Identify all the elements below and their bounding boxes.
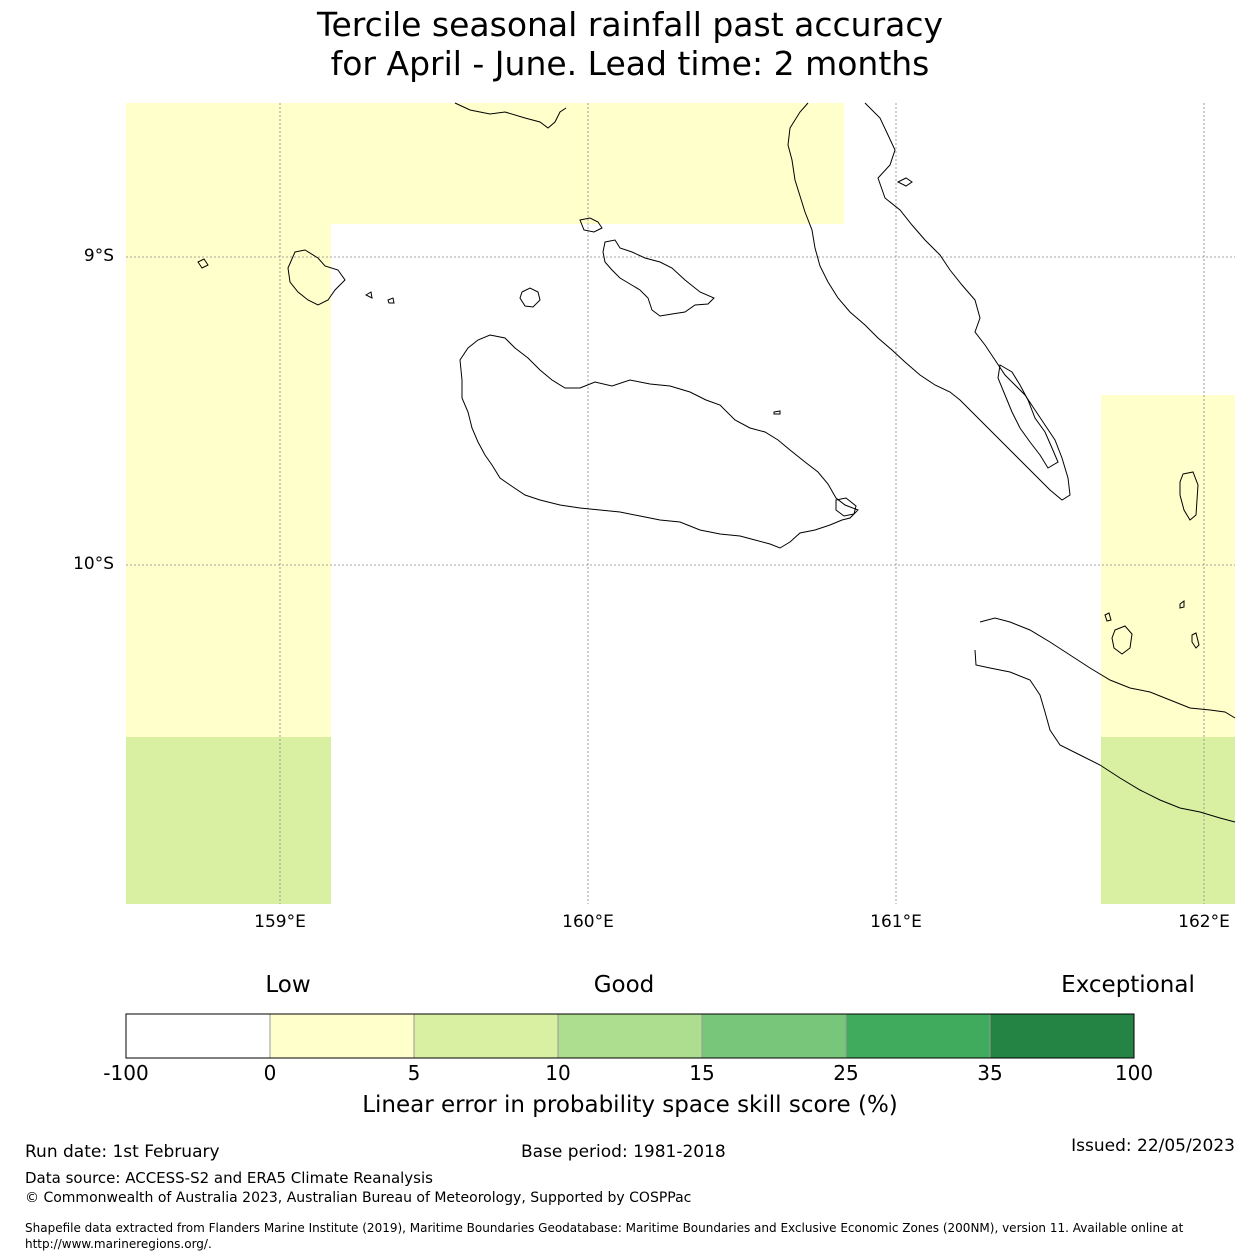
- savo-island-coast: [519, 287, 541, 308]
- islet-ne: [896, 177, 913, 187]
- cell-low-left: [126, 224, 331, 737]
- islet-se-2: [1104, 612, 1112, 622]
- islet-west: [197, 258, 209, 269]
- map-title-line-1: Tercile seasonal rainfall past accuracy: [316, 5, 944, 44]
- malaita-coast: [787, 102, 1071, 501]
- colorbar-tick-label: 35: [977, 1061, 1003, 1085]
- islet-mid: [773, 410, 781, 415]
- islet-se-1: [1111, 625, 1133, 655]
- islet-east-1: [387, 297, 395, 304]
- colorbar-label-low: Low: [265, 972, 311, 998]
- map-title-line-2: for April - June. Lead time: 2 months: [330, 44, 930, 83]
- lon-label-162e: 162°E: [1178, 912, 1230, 932]
- colorbar-title: Linear error in probability space skill …: [362, 1092, 898, 1118]
- colorbar-segment: [845, 1013, 991, 1059]
- san-cristobal-south-coast: [974, 649, 1236, 823]
- colorbar-tick-label: -100: [103, 1061, 149, 1085]
- colorbar-segment: [269, 1013, 415, 1059]
- colorbar-tick-label: 0: [263, 1061, 277, 1085]
- cell-low-right: [1101, 395, 1235, 737]
- small-islet-top: [579, 217, 603, 233]
- graticule: [126, 103, 1235, 904]
- lon-label-160e: 160°E: [562, 912, 614, 932]
- colorbar-tick-label: 100: [1114, 1061, 1154, 1085]
- skill-cells: [126, 103, 1235, 904]
- lat-label-9s: 9°S: [83, 246, 114, 266]
- ulawa-island-coast: [1179, 471, 1199, 521]
- base-period: Base period: 1981-2018: [521, 1142, 726, 1162]
- colorbar-segment: [557, 1013, 703, 1059]
- data-source: Data source: ACCESS-S2 and ERA5 Climate …: [25, 1169, 433, 1187]
- colorbar-label-good: Good: [593, 972, 655, 998]
- lat-label-10s: 10°S: [73, 554, 114, 574]
- run-date: Run date: 1st February: [25, 1142, 220, 1162]
- issued-date: Issued: 22/05/2023: [1071, 1136, 1235, 1156]
- colorbar-tick-label: 15: [689, 1061, 715, 1085]
- islet-se-3: [1179, 600, 1185, 609]
- russell-islands-coast: [287, 249, 346, 306]
- colorbar-tick-label: 10: [545, 1061, 571, 1085]
- lon-label-159e: 159°E: [254, 912, 306, 932]
- colorbar-tick-label: 5: [407, 1061, 421, 1085]
- north-islets: [454, 102, 567, 129]
- cell-good-right: [1101, 737, 1235, 904]
- colorbar-segment: [413, 1013, 559, 1059]
- colorbar-frame: [125, 1013, 1135, 1059]
- islet-se-4: [1191, 632, 1200, 649]
- florida-islands-coast: [602, 239, 715, 317]
- islet-east-2: [364, 291, 373, 299]
- guadalcanal-coast: [459, 334, 859, 549]
- small-malaita-coast: [997, 364, 1059, 469]
- coastlines: [197, 102, 1236, 823]
- colorbar-segment: [701, 1013, 847, 1059]
- colorbar: [125, 1013, 1135, 1059]
- shapefile-credit: Shapefile data extracted from Flanders M…: [25, 1221, 1184, 1251]
- san-cristobal-coast: [979, 617, 1236, 719]
- colorbar-tick-label: 25: [833, 1061, 859, 1085]
- colorbar-segment: [989, 1013, 1135, 1059]
- islet-guadalcanal-tip: [835, 497, 857, 517]
- copyright: © Commonwealth of Australia 2023, Austra…: [25, 1190, 692, 1206]
- colorbar-segment: [125, 1013, 271, 1059]
- cell-good-left: [126, 737, 331, 904]
- cell-low-top: [126, 103, 844, 224]
- colorbar-label-exceptional: Exceptional: [1061, 972, 1195, 998]
- lon-label-161e: 161°E: [870, 912, 922, 932]
